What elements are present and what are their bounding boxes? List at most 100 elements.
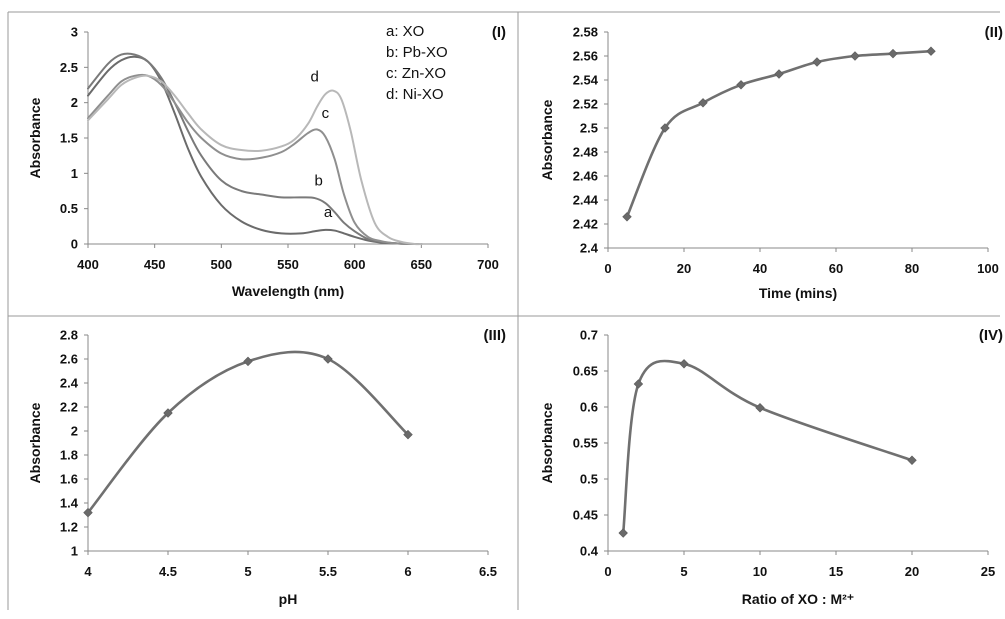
- data-point: [888, 48, 898, 59]
- data-point: [622, 212, 632, 222]
- y-tick-label: 0.6: [580, 400, 598, 415]
- y-tick-label: 2.5: [60, 60, 78, 75]
- y-tick-label: 0.5: [60, 201, 78, 216]
- y-axis-title: Absorbance: [27, 97, 43, 178]
- x-tick-label: 700: [477, 257, 499, 272]
- data-point: [698, 98, 708, 108]
- x-tick-label: 100: [977, 261, 999, 276]
- legend-entry: a: XO: [386, 23, 424, 40]
- data-point: [907, 455, 917, 466]
- x-tick-label: 600: [344, 257, 366, 272]
- x-tick-label: 20: [677, 261, 691, 276]
- x-tick-label: 500: [210, 257, 232, 272]
- curve-label: a: [324, 204, 333, 221]
- y-tick-label: 2: [71, 95, 78, 110]
- x-tick-label: 80: [905, 261, 919, 276]
- panel-4: 0.4 0.45 0.5 0.55 0.6 0.65 0.7 0 5 10 15 20 25 Ratio …: [539, 327, 1003, 607]
- data-point: [163, 408, 173, 418]
- x-tick-label: 4: [84, 564, 92, 579]
- y-axis-title: Absorbance: [539, 402, 555, 483]
- data-point: [774, 69, 784, 79]
- x-tick-label: 650: [410, 257, 432, 272]
- y-tick-label: 1: [71, 544, 78, 559]
- y-tick-label: 0.55: [573, 436, 598, 451]
- y-tick-label: 2.42: [573, 217, 598, 232]
- y-tick-label: 2.54: [573, 73, 599, 88]
- y-tick-label: 2.56: [573, 49, 598, 64]
- panel-label: (III): [484, 327, 507, 344]
- y-tick-label: 0: [71, 237, 78, 252]
- data-point: [618, 528, 628, 538]
- x-tick-label: 15: [829, 564, 843, 579]
- x-tick-label: 10: [753, 564, 767, 579]
- y-tick-label: 0.5: [580, 472, 598, 487]
- y-tick-label: 1.6: [60, 472, 78, 487]
- series-line-d: [87, 74, 423, 246]
- data-point: [403, 429, 413, 440]
- y-tick-label: 2.48: [573, 145, 598, 160]
- x-tick-label: 20: [905, 564, 919, 579]
- data-point: [736, 80, 746, 90]
- curve-label: d: [310, 68, 318, 85]
- y-axis-title: Absorbance: [27, 402, 43, 483]
- data-point: [323, 354, 333, 364]
- legend-entry: b: Pb-XO: [386, 44, 448, 61]
- data-point: [850, 51, 860, 61]
- panel-3: 1 1.2 1.4 1.6 1.8 2 2.2 2.4 2.6 2.8 4 4.5 5 5.5 6 6.5 pH…: [27, 327, 506, 607]
- x-tick-label: 5.5: [319, 564, 337, 579]
- x-tick-label: 550: [277, 257, 299, 272]
- panel-label: (I): [492, 24, 506, 41]
- y-tick-label: 3: [71, 25, 78, 40]
- x-tick-label: 25: [981, 564, 995, 579]
- x-tick-label: 6.5: [479, 564, 497, 579]
- x-tick-label: 400: [77, 257, 99, 272]
- y-tick-label: 0.7: [580, 328, 598, 343]
- curve-label: b: [314, 172, 322, 189]
- x-tick-label: 5: [244, 564, 251, 579]
- y-tick-label: 0.65: [573, 364, 598, 379]
- panel-label: (II): [985, 24, 1003, 41]
- legend-entry: d: Ni-XO: [386, 86, 444, 103]
- x-tick-label: 0: [604, 261, 611, 276]
- panel-frames: [7, 11, 1000, 610]
- data-point: [679, 359, 689, 369]
- data-point: [633, 379, 644, 389]
- y-tick-label: 2.2: [60, 400, 78, 415]
- panel-2: 2.4 2.42 2.44 2.46 2.48 2.5 2.52 2.54 2.56 2.58 0 2…: [539, 24, 1003, 301]
- y-tick-label: 2.5: [580, 121, 598, 136]
- y-tick-label: 2.58: [573, 25, 598, 40]
- y-tick-label: 1: [71, 166, 78, 181]
- y-tick-label: 2: [71, 424, 78, 439]
- series-line-b: [87, 52, 423, 246]
- y-tick-label: 1.8: [60, 448, 78, 463]
- curve-label: c: [322, 105, 330, 122]
- data-point: [812, 57, 822, 67]
- x-tick-label: 60: [829, 261, 843, 276]
- y-tick-label: 2.44: [573, 193, 599, 208]
- data-point: [926, 46, 936, 56]
- panel-label: (IV): [979, 327, 1003, 344]
- y-tick-label: 2.46: [573, 169, 598, 184]
- y-tick-label: 2.52: [573, 97, 598, 112]
- x-tick-label: 0: [604, 564, 611, 579]
- x-tick-label: 6: [404, 564, 411, 579]
- panel-1: 0 0.5 1 1.5 2 2.5 3 400 450 500 550 600 650 700 Wavele…: [27, 23, 506, 299]
- y-tick-label: 1.4: [60, 496, 79, 511]
- x-axis-title: Wavelength (nm): [232, 283, 344, 299]
- y-tick-label: 1.2: [60, 520, 78, 535]
- data-point: [660, 123, 670, 133]
- y-tick-label: 2.4: [60, 376, 79, 391]
- x-tick-label: 40: [753, 261, 767, 276]
- legend-entry: c: Zn-XO: [386, 65, 446, 82]
- y-tick-label: 1.5: [60, 131, 78, 146]
- y-axis-title: Absorbance: [539, 99, 555, 180]
- x-axis-title: Ratio of XO : M²⁺: [742, 591, 854, 607]
- y-tick-label: 2.6: [60, 352, 78, 367]
- x-tick-label: 450: [144, 257, 166, 272]
- y-tick-label: 0.4: [580, 544, 599, 559]
- data-point: [83, 507, 93, 518]
- x-tick-label: 5: [680, 564, 687, 579]
- y-tick-label: 0.45: [573, 508, 598, 523]
